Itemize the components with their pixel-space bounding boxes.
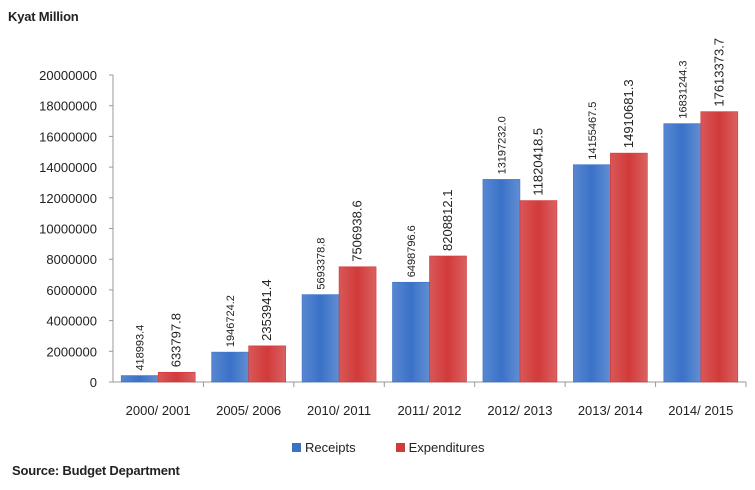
x-tick-label: 2013/ 2014 <box>578 403 643 418</box>
y-tick-label: 20000000 <box>39 68 97 83</box>
x-tick-label: 2010/ 2011 <box>307 403 371 418</box>
y-tick-label: 8000000 <box>46 252 97 267</box>
legend-item-receipts: Receipts <box>292 440 356 455</box>
x-tick-label: 2011/ 2012 <box>397 403 461 418</box>
x-tick-label: 2000/ 2001 <box>126 403 191 418</box>
data-label-receipts: 5693378.8 <box>316 238 328 290</box>
data-label-expenditures: 14910681.3 <box>621 79 636 148</box>
bar-receipts <box>302 295 339 382</box>
bar-receipts <box>483 179 520 382</box>
bar-receipts <box>121 376 158 382</box>
bar-receipts <box>393 282 430 382</box>
data-label-expenditures: 7506938.6 <box>350 200 365 261</box>
legend-label-receipts: Receipts <box>305 440 356 455</box>
legend-swatch-expenditures <box>396 443 405 452</box>
data-label-expenditures: 17613373.7 <box>711 38 726 107</box>
bar-expenditures <box>701 112 738 382</box>
bar-receipts <box>573 165 610 382</box>
legend-item-expenditures: Expenditures <box>396 440 485 455</box>
source-label: Source: Budget Department <box>12 463 180 478</box>
data-label-expenditures: 2353941.4 <box>259 279 274 340</box>
bar-receipts <box>664 124 701 382</box>
y-tick-label: 6000000 <box>46 283 97 298</box>
y-tick-label: 2000000 <box>46 344 97 359</box>
y-tick-label: 10000000 <box>39 222 97 237</box>
y-tick-label: 4000000 <box>46 314 97 329</box>
x-tick-label: 2014/ 2015 <box>668 403 733 418</box>
y-tick-label: 18000000 <box>39 99 97 114</box>
data-label-receipts: 1946724.2 <box>225 295 237 347</box>
legend-label-expenditures: Expenditures <box>409 440 485 455</box>
data-label-receipts: 13197232.0 <box>496 116 508 174</box>
data-label-receipts: 16831244.3 <box>677 61 689 119</box>
data-label-receipts: 418993.4 <box>135 325 147 371</box>
bar-receipts <box>212 352 249 382</box>
legend: Receipts Expenditures <box>292 440 524 455</box>
legend-swatch-receipts <box>292 443 301 452</box>
data-label-expenditures: 633797.8 <box>169 313 184 367</box>
data-label-expenditures: 11820418.5 <box>530 128 545 196</box>
data-label-receipts: 6498796.6 <box>406 225 418 277</box>
bar-expenditures <box>430 256 467 382</box>
x-tick-label: 2005/ 2006 <box>216 403 281 418</box>
y-tick-label: 0 <box>90 375 97 390</box>
bar-expenditures <box>520 201 557 382</box>
data-label-receipts: 14155467.5 <box>587 102 599 160</box>
y-tick-label: 16000000 <box>39 129 97 144</box>
data-label-expenditures: 8208812.1 <box>440 190 455 251</box>
y-tick-label: 14000000 <box>39 160 97 175</box>
y-tick-label: 12000000 <box>39 191 97 206</box>
x-tick-label: 2012/ 2013 <box>487 403 552 418</box>
bar-expenditures <box>339 267 376 382</box>
bar-expenditures <box>158 372 195 382</box>
bar-expenditures <box>610 153 647 382</box>
bar-expenditures <box>249 346 286 382</box>
